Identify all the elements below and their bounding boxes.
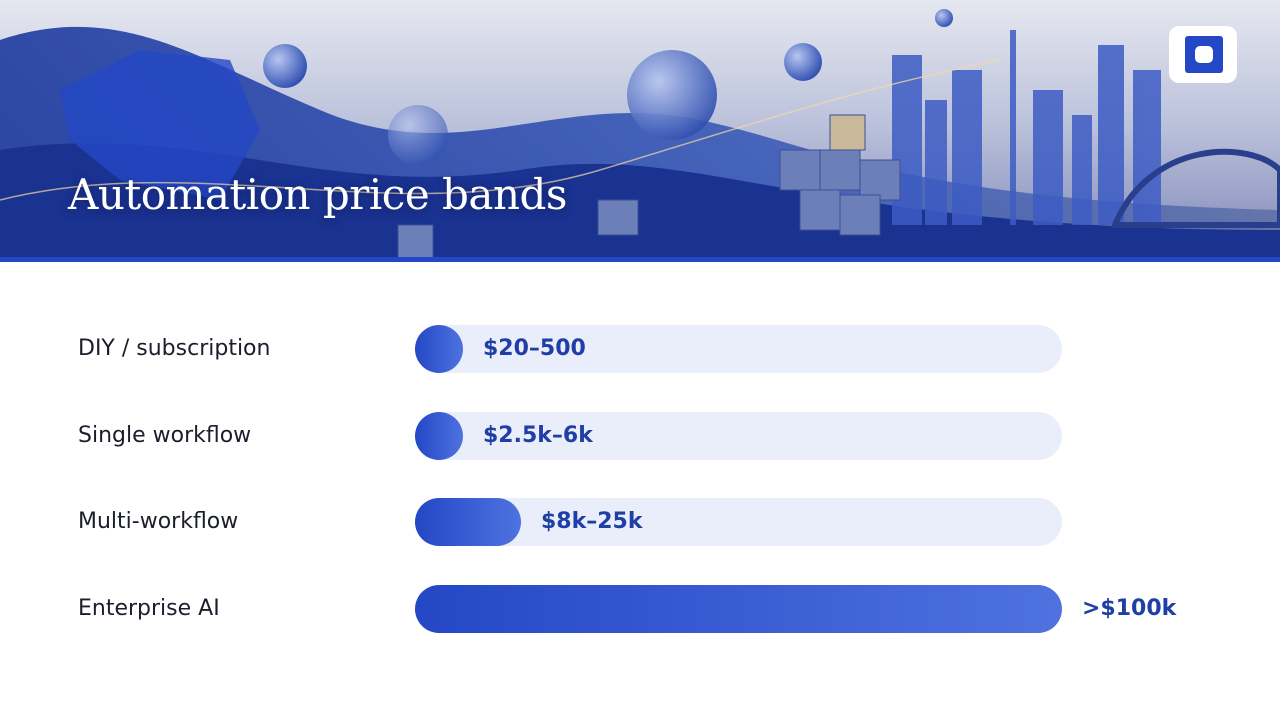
row-label: Single workflow: [78, 423, 252, 448]
bar-track: [415, 498, 1062, 546]
price-label: $2.5k–6k: [483, 423, 593, 448]
price-row: Enterprise AI >$100k: [0, 585, 1280, 633]
price-row: Multi-workflow $8k–25k: [0, 498, 1280, 546]
logo: [1169, 26, 1237, 83]
price-label: $8k–25k: [541, 509, 643, 534]
price-label: >$100k: [1082, 596, 1177, 621]
bar-track: [415, 412, 1062, 460]
row-label: Enterprise AI: [78, 596, 220, 621]
bar-fill: [415, 412, 463, 460]
header-image: [0, 0, 1280, 258]
slide-title: Automation price bands: [68, 170, 567, 219]
bar-fill: [415, 585, 1062, 633]
price-row: DIY / subscription $20–500: [0, 325, 1280, 373]
bar-fill: [415, 325, 463, 373]
row-label: DIY / subscription: [78, 336, 271, 361]
row-label: Multi-workflow: [78, 509, 239, 534]
price-row: Single workflow $2.5k–6k: [0, 412, 1280, 460]
bar-track: [415, 325, 1062, 373]
bar-fill: [415, 498, 521, 546]
header-rule: [0, 257, 1280, 262]
price-label: $20–500: [483, 336, 586, 361]
bar-track: [415, 585, 1062, 633]
